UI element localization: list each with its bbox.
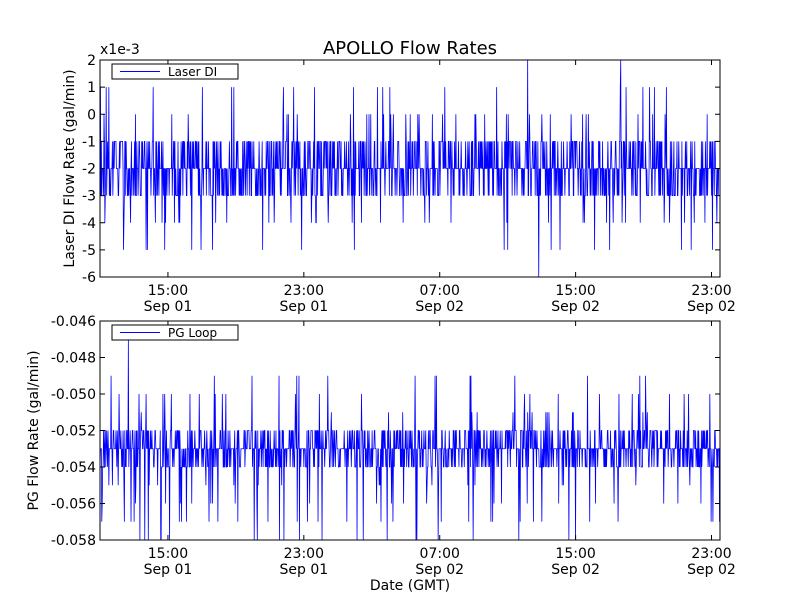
x-tick-label-time: 23:00 (284, 283, 324, 299)
x-axis-label: Date (GMT) (370, 578, 450, 594)
x-tick-label-date: Sep 01 (144, 562, 193, 578)
y-tick-label: -0.046 (51, 314, 96, 330)
x-tick-label-time: 15:00 (148, 283, 188, 299)
series-line (100, 60, 720, 277)
x-tick-label-time: 07:00 (420, 546, 460, 562)
y-tick-label: -4 (82, 216, 96, 232)
y-tick-label: -0.050 (51, 387, 96, 403)
x-tick-label-date: Sep 01 (280, 299, 329, 315)
y-tick-label: -0.054 (51, 460, 96, 476)
legend: PG Loop (111, 324, 239, 341)
y-tick-label: -0.048 (51, 351, 96, 367)
y-tick-label: -0.052 (51, 424, 96, 440)
chart-title: APOLLO Flow Rates (323, 38, 497, 59)
y-offset-label: x1e-3 (100, 42, 140, 58)
legend-label: Laser DI (168, 65, 217, 79)
x-tick-label-time: 15:00 (555, 283, 595, 299)
series-line (100, 339, 720, 540)
y-tick-label: 1 (87, 80, 96, 96)
x-tick-label-date: Sep 02 (415, 299, 464, 315)
y-tick-label: 2 (87, 53, 96, 69)
legend-label: PG Loop (168, 326, 217, 340)
x-tick-label-time: 15:00 (555, 546, 595, 562)
x-tick-label-time: 23:00 (284, 546, 324, 562)
y-tick-label: 0 (87, 107, 96, 123)
y-tick-label: -2 (82, 162, 96, 178)
y-axis-label: Laser DI Flow Rate (gal/min) (62, 69, 78, 267)
x-tick-label-date: Sep 01 (144, 299, 193, 315)
y-tick-label: -0.058 (51, 533, 96, 549)
x-tick-label-date: Sep 01 (280, 562, 329, 578)
x-tick-label-date: Sep 02 (415, 562, 464, 578)
y-tick-label: -6 (82, 270, 96, 286)
y-axis-label: PG Flow Rate (gal/min) (26, 350, 42, 510)
y-tick-label: -0.056 (51, 497, 96, 513)
x-tick-label-date: Sep 02 (687, 299, 736, 315)
x-tick-label-time: 23:00 (691, 283, 731, 299)
y-tick-label: -1 (82, 134, 96, 150)
x-tick-label-date: Sep 02 (551, 562, 600, 578)
y-tick-label: -5 (82, 243, 96, 259)
x-tick-label-time: 15:00 (148, 546, 188, 562)
x-tick-label-date: Sep 02 (687, 562, 736, 578)
x-tick-label-time: 07:00 (420, 283, 460, 299)
legend: Laser DI (111, 63, 239, 80)
x-tick-label-date: Sep 02 (551, 299, 600, 315)
pg-loop-panel: -0.046 -0.048 -0.050 -0.052 -0.054 -0.056 -0.0… (26, 314, 736, 578)
y-tick-label: -3 (82, 189, 96, 205)
x-tick-label-time: 23:00 (691, 546, 731, 562)
